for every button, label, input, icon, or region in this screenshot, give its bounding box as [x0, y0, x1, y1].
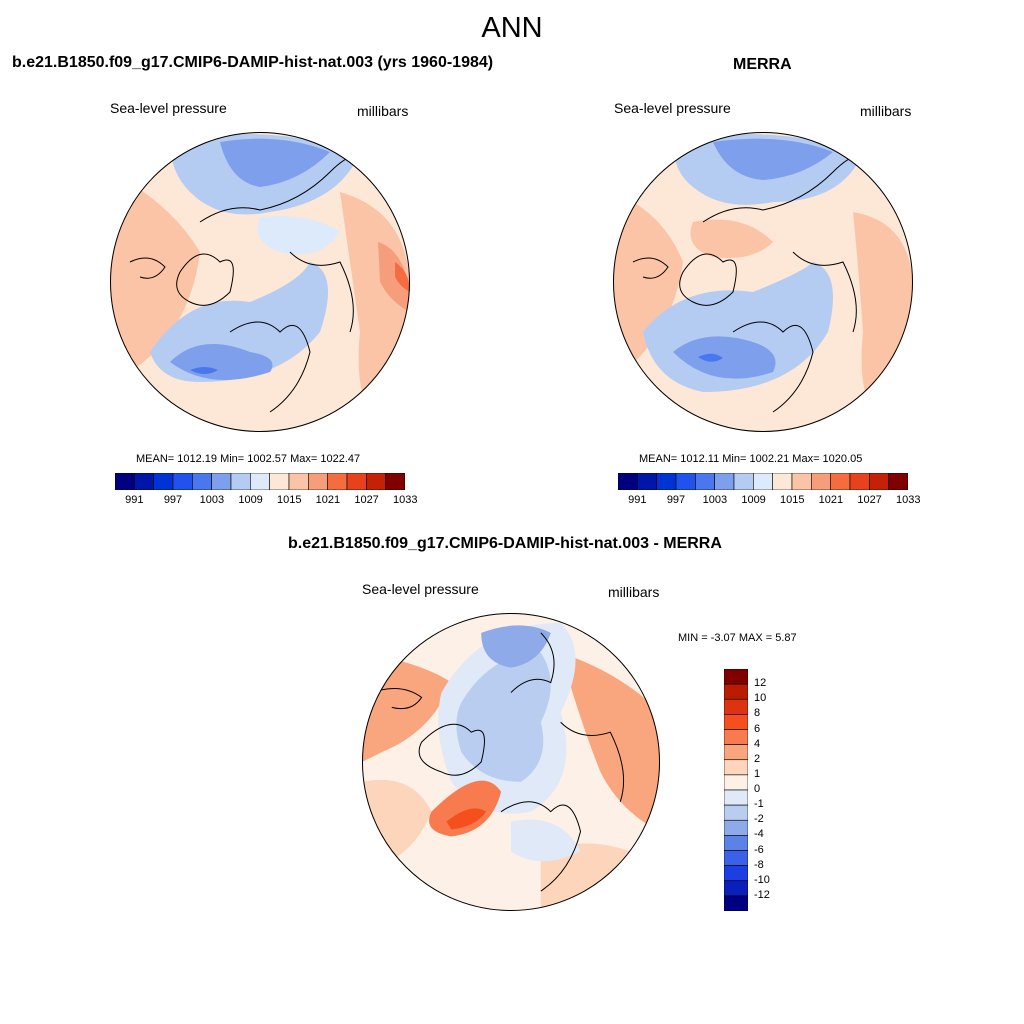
colorbar-swatch	[346, 473, 367, 490]
colorbar-swatch	[772, 473, 793, 490]
colorbar-tick-label: 1021	[315, 494, 341, 506]
colorbar-tick-label: 12	[754, 677, 767, 690]
colorbar-tick-label: 1003	[702, 494, 728, 506]
colorbar-swatch	[153, 473, 174, 490]
colorbar-swatch	[724, 819, 748, 836]
panel-1-units-label: millibars	[357, 103, 409, 119]
panel-1-stats: MEAN= 1012.19 Min= 1002.57 Max= 1022.47	[136, 453, 361, 465]
colorbar-tick-label: 10	[754, 692, 767, 705]
colorbar-swatch	[288, 473, 309, 490]
colorbar-tick-label: 1003	[199, 494, 225, 506]
colorbar-tick-label: 991	[125, 494, 144, 506]
colorbar-swatch	[724, 865, 748, 882]
colorbar-tick-label: -8	[754, 858, 764, 871]
colorbar-swatch	[791, 473, 812, 490]
colorbar-swatch	[724, 804, 748, 821]
colorbar-swatch	[724, 729, 748, 745]
panel-3-units-label: millibars	[608, 584, 660, 600]
colorbar-tick-label: 1009	[238, 494, 263, 506]
panel-3-polar-map	[362, 613, 660, 911]
colorbar-tick-label: 1015	[277, 494, 302, 506]
colorbar-tick-label: 0	[754, 783, 761, 795]
colorbar-swatch	[724, 759, 748, 776]
panel-3-variable-label: Sea-level pressure	[362, 581, 479, 597]
colorbar-swatch	[724, 714, 748, 730]
panel-3-colorbar	[724, 669, 748, 911]
colorbar-tick-label: -6	[754, 843, 764, 856]
colorbar-tick-label: -10	[754, 873, 770, 886]
colorbar-swatch	[618, 473, 638, 490]
colorbar-swatch	[724, 789, 748, 806]
colorbar-swatch	[724, 895, 748, 911]
panel-2-stats: MEAN= 1012.11 Min= 1002.21 Max= 1020.05	[639, 453, 863, 465]
panel-2-title: MERRA	[733, 56, 792, 73]
colorbar-swatch	[211, 473, 232, 490]
colorbar-tick-label: 6	[754, 722, 761, 735]
colorbar-tick-label: 1033	[896, 494, 921, 506]
panel-3-title: b.e21.B1850.f09_g17.CMIP6-DAMIP-hist-nat…	[288, 535, 722, 552]
panel-2-units-label: millibars	[860, 103, 912, 119]
colorbar-tick-label: 4	[754, 737, 761, 750]
colorbar-swatch	[250, 473, 270, 490]
colorbar-swatch	[134, 473, 154, 490]
colorbar-swatch	[724, 880, 748, 897]
colorbar-tick-label: 1021	[818, 494, 844, 506]
colorbar-tick-label: 1027	[354, 494, 379, 506]
colorbar-swatch	[269, 473, 290, 490]
colorbar-swatch	[366, 473, 386, 490]
colorbar-tick-label: 8	[754, 707, 761, 720]
colorbar-swatch	[724, 774, 748, 791]
colorbar-swatch	[830, 473, 851, 490]
panel-2-polar-map	[613, 132, 913, 432]
panel-1-polar-map	[110, 132, 410, 432]
colorbar-tick-label: -2	[754, 813, 764, 826]
colorbar-swatch	[724, 683, 748, 700]
colorbar-tick-label: 1	[754, 767, 761, 780]
colorbar-tick-label: 997	[163, 494, 183, 506]
colorbar-swatch	[811, 473, 831, 490]
colorbar-swatch	[115, 473, 135, 490]
colorbar-swatch	[714, 473, 735, 490]
panel-1-colorbar-ticks: 991 997 1003 1009 1015 1021 1027 1033	[115, 494, 417, 508]
colorbar-swatch	[675, 473, 696, 490]
panel-1-title: b.e21.B1850.f09_g17.CMIP6-DAMIP-hist-nat…	[12, 54, 494, 71]
colorbar-tick-label: 1015	[780, 494, 805, 506]
colorbar-tick-label: -1	[754, 798, 764, 811]
colorbar-swatch	[172, 473, 193, 490]
colorbar-swatch	[888, 473, 908, 490]
panel-2-variable-label: Sea-level pressure	[614, 100, 731, 116]
colorbar-swatch	[385, 473, 405, 490]
colorbar-tick-label: 1033	[393, 494, 418, 506]
colorbar-tick-label: 997	[666, 494, 686, 506]
colorbar-swatch	[724, 669, 748, 685]
colorbar-tick-label: 1009	[741, 494, 766, 506]
panel-2-colorbar	[618, 473, 908, 490]
colorbar-swatch	[656, 473, 677, 490]
colorbar-swatch	[724, 744, 748, 761]
colorbar-swatch	[308, 473, 328, 490]
colorbar-tick-label: -4	[754, 828, 764, 841]
colorbar-swatch	[695, 473, 715, 490]
panel-3-colorbar-ticks: 12 10 8 6 4 2 1 0 -1 -2 -4 -6 -8 -10 -12	[754, 669, 794, 911]
colorbar-swatch	[733, 473, 754, 490]
panel-1-colorbar	[115, 473, 405, 490]
colorbar-swatch	[230, 473, 251, 490]
colorbar-swatch	[849, 473, 870, 490]
colorbar-swatch	[192, 473, 212, 490]
main-title: ANN	[481, 12, 543, 44]
colorbar-swatch	[869, 473, 889, 490]
colorbar-swatch	[724, 850, 748, 866]
colorbar-tick-label: -12	[754, 888, 770, 901]
panel-1-variable-label: Sea-level pressure	[110, 100, 227, 116]
colorbar-swatch	[724, 698, 748, 715]
panel-3-stats: MIN = -3.07 MAX = 5.87	[678, 632, 797, 644]
colorbar-tick-label: 1027	[857, 494, 882, 506]
colorbar-tick-label: 2	[754, 752, 761, 765]
colorbar-swatch	[724, 835, 748, 851]
colorbar-swatch	[327, 473, 348, 490]
colorbar-swatch	[753, 473, 773, 490]
colorbar-swatch	[637, 473, 657, 490]
panel-2-colorbar-ticks: 991 997 1003 1009 1015 1021 1027 1033	[618, 494, 920, 508]
colorbar-tick-label: 991	[628, 494, 647, 506]
